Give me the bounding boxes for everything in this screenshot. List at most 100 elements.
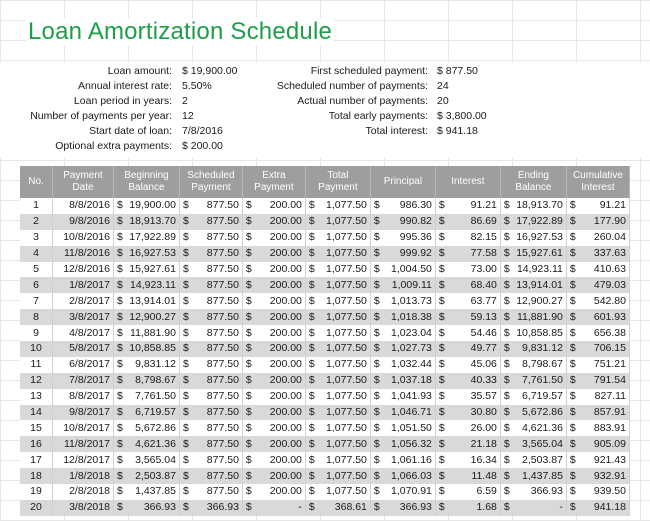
table-cell[interactable]: 1,077.50: [305, 484, 371, 500]
table-cell[interactable]: 877.50: [179, 420, 243, 437]
table-cell[interactable]: 40.33: [435, 372, 501, 389]
table-cell[interactable]: -: [500, 499, 567, 516]
table-cell[interactable]: 751.21: [566, 356, 631, 373]
table-cell[interactable]: 877.50: [179, 261, 243, 278]
table-cell[interactable]: 200.00: [242, 277, 306, 294]
table-cell[interactable]: 1,437.85: [500, 468, 567, 485]
table-cell[interactable]: 410.63: [566, 261, 631, 278]
table-cell[interactable]: 49.77: [435, 341, 501, 357]
table-cell[interactable]: 8: [20, 309, 53, 326]
table-cell[interactable]: 4/8/2017: [52, 325, 114, 342]
table-cell[interactable]: 8/8/2016: [52, 198, 114, 214]
table-cell[interactable]: 14,923.11: [113, 277, 180, 294]
table-cell[interactable]: 16.34: [435, 452, 501, 469]
table-cell[interactable]: 857.91: [566, 404, 631, 421]
table-cell[interactable]: 30.80: [435, 404, 501, 421]
table-cell[interactable]: 986.30: [370, 198, 436, 214]
table-cell[interactable]: 82.15: [435, 229, 501, 246]
table-cell[interactable]: 2,503.87: [500, 452, 567, 469]
table-cell[interactable]: 68.40: [435, 277, 501, 294]
table-cell[interactable]: 200.00: [242, 372, 306, 389]
table-cell[interactable]: 13,914.01: [113, 293, 180, 310]
table-cell[interactable]: 15,927.61: [500, 245, 567, 262]
table-cell[interactable]: 21.18: [435, 436, 501, 453]
table-cell[interactable]: 827.11: [566, 388, 631, 405]
table-cell[interactable]: 366.93: [370, 499, 436, 516]
table-cell[interactable]: 7: [20, 293, 53, 310]
table-cell[interactable]: 177.90: [566, 213, 631, 230]
table-cell[interactable]: 6.59: [435, 484, 501, 500]
table-cell[interactable]: 1,077.50: [305, 436, 371, 453]
table-cell[interactable]: 10: [20, 341, 53, 357]
table-cell[interactable]: 200.00: [242, 293, 306, 310]
column-header[interactable]: Ending Balance: [500, 166, 567, 198]
table-cell[interactable]: 200.00: [242, 452, 306, 469]
table-cell[interactable]: 17,922.89: [113, 229, 180, 246]
column-header[interactable]: Extra Payment: [242, 166, 306, 198]
table-cell[interactable]: 1,027.73: [370, 341, 436, 357]
table-cell[interactable]: 1/8/2018: [52, 468, 114, 485]
table-cell[interactable]: 2: [20, 213, 53, 230]
input-value[interactable]: 5.50%: [182, 80, 212, 92]
table-cell[interactable]: 19: [20, 484, 53, 500]
table-cell[interactable]: 200.00: [242, 213, 306, 230]
table-cell[interactable]: 3,565.04: [500, 436, 567, 453]
column-header[interactable]: Interest: [435, 166, 501, 198]
table-cell[interactable]: 4,621.36: [113, 436, 180, 453]
table-cell[interactable]: 4,621.36: [500, 420, 567, 437]
table-cell[interactable]: 791.54: [566, 372, 631, 389]
table-cell[interactable]: 601.93: [566, 309, 631, 326]
table-cell[interactable]: 1,077.50: [305, 245, 371, 262]
table-cell[interactable]: 11.48: [435, 468, 501, 485]
table-cell[interactable]: 366.93: [179, 499, 243, 516]
table-cell[interactable]: 18,913.70: [500, 198, 567, 214]
table-cell[interactable]: 1,046.71: [370, 404, 436, 421]
table-cell[interactable]: 877.50: [179, 372, 243, 389]
table-cell[interactable]: 2/8/2018: [52, 484, 114, 500]
table-cell[interactable]: 656.38: [566, 325, 631, 342]
table-cell[interactable]: 1,077.50: [305, 261, 371, 278]
table-cell[interactable]: 905.09: [566, 436, 631, 453]
table-cell[interactable]: 35.57: [435, 388, 501, 405]
table-cell[interactable]: 877.50: [179, 309, 243, 326]
table-cell[interactable]: 200.00: [242, 388, 306, 405]
table-cell[interactable]: 1,037.18: [370, 372, 436, 389]
table-cell[interactable]: 10,858.85: [500, 325, 567, 342]
table-cell[interactable]: 1,013.73: [370, 293, 436, 310]
table-cell[interactable]: 1,077.50: [305, 229, 371, 246]
table-cell[interactable]: 3: [20, 229, 53, 246]
input-value[interactable]: $ 200.00: [182, 140, 223, 152]
table-cell[interactable]: 542.80: [566, 293, 631, 310]
table-cell[interactable]: 877.50: [179, 356, 243, 373]
table-cell[interactable]: 200.00: [242, 356, 306, 373]
table-cell[interactable]: 12/8/2016: [52, 261, 114, 278]
table-cell[interactable]: 63.77: [435, 293, 501, 310]
table-cell[interactable]: 1,077.50: [305, 213, 371, 230]
table-cell[interactable]: 9: [20, 325, 53, 342]
table-cell[interactable]: 877.50: [179, 388, 243, 405]
table-cell[interactable]: 59.13: [435, 309, 501, 326]
table-cell[interactable]: 5,672.86: [500, 404, 567, 421]
table-cell[interactable]: 6,719.57: [113, 404, 180, 421]
table-cell[interactable]: 1/8/2017: [52, 277, 114, 294]
table-cell[interactable]: 1,077.50: [305, 341, 371, 357]
table-cell[interactable]: 9,831.12: [113, 356, 180, 373]
table-cell[interactable]: 1,077.50: [305, 325, 371, 342]
table-cell[interactable]: 12/8/2017: [52, 452, 114, 469]
table-cell[interactable]: 15: [20, 420, 53, 437]
table-cell[interactable]: 3/8/2017: [52, 309, 114, 326]
table-cell[interactable]: 883.91: [566, 420, 631, 437]
input-value[interactable]: 7/8/2016: [182, 125, 223, 137]
table-cell[interactable]: 26.00: [435, 420, 501, 437]
table-cell[interactable]: 1,061.16: [370, 452, 436, 469]
input-value[interactable]: $ 19,900.00: [182, 65, 238, 77]
table-cell[interactable]: 921.43: [566, 452, 631, 469]
table-cell[interactable]: 1,077.50: [305, 468, 371, 485]
column-header[interactable]: Total Payment: [305, 166, 371, 198]
table-cell[interactable]: 14,923.11: [500, 261, 567, 278]
table-cell[interactable]: 479.03: [566, 277, 631, 294]
table-cell[interactable]: 13,914.01: [500, 277, 567, 294]
table-cell[interactable]: 1,077.50: [305, 420, 371, 437]
table-cell[interactable]: 200.00: [242, 198, 306, 214]
table-cell[interactable]: 11,881.90: [113, 325, 180, 342]
